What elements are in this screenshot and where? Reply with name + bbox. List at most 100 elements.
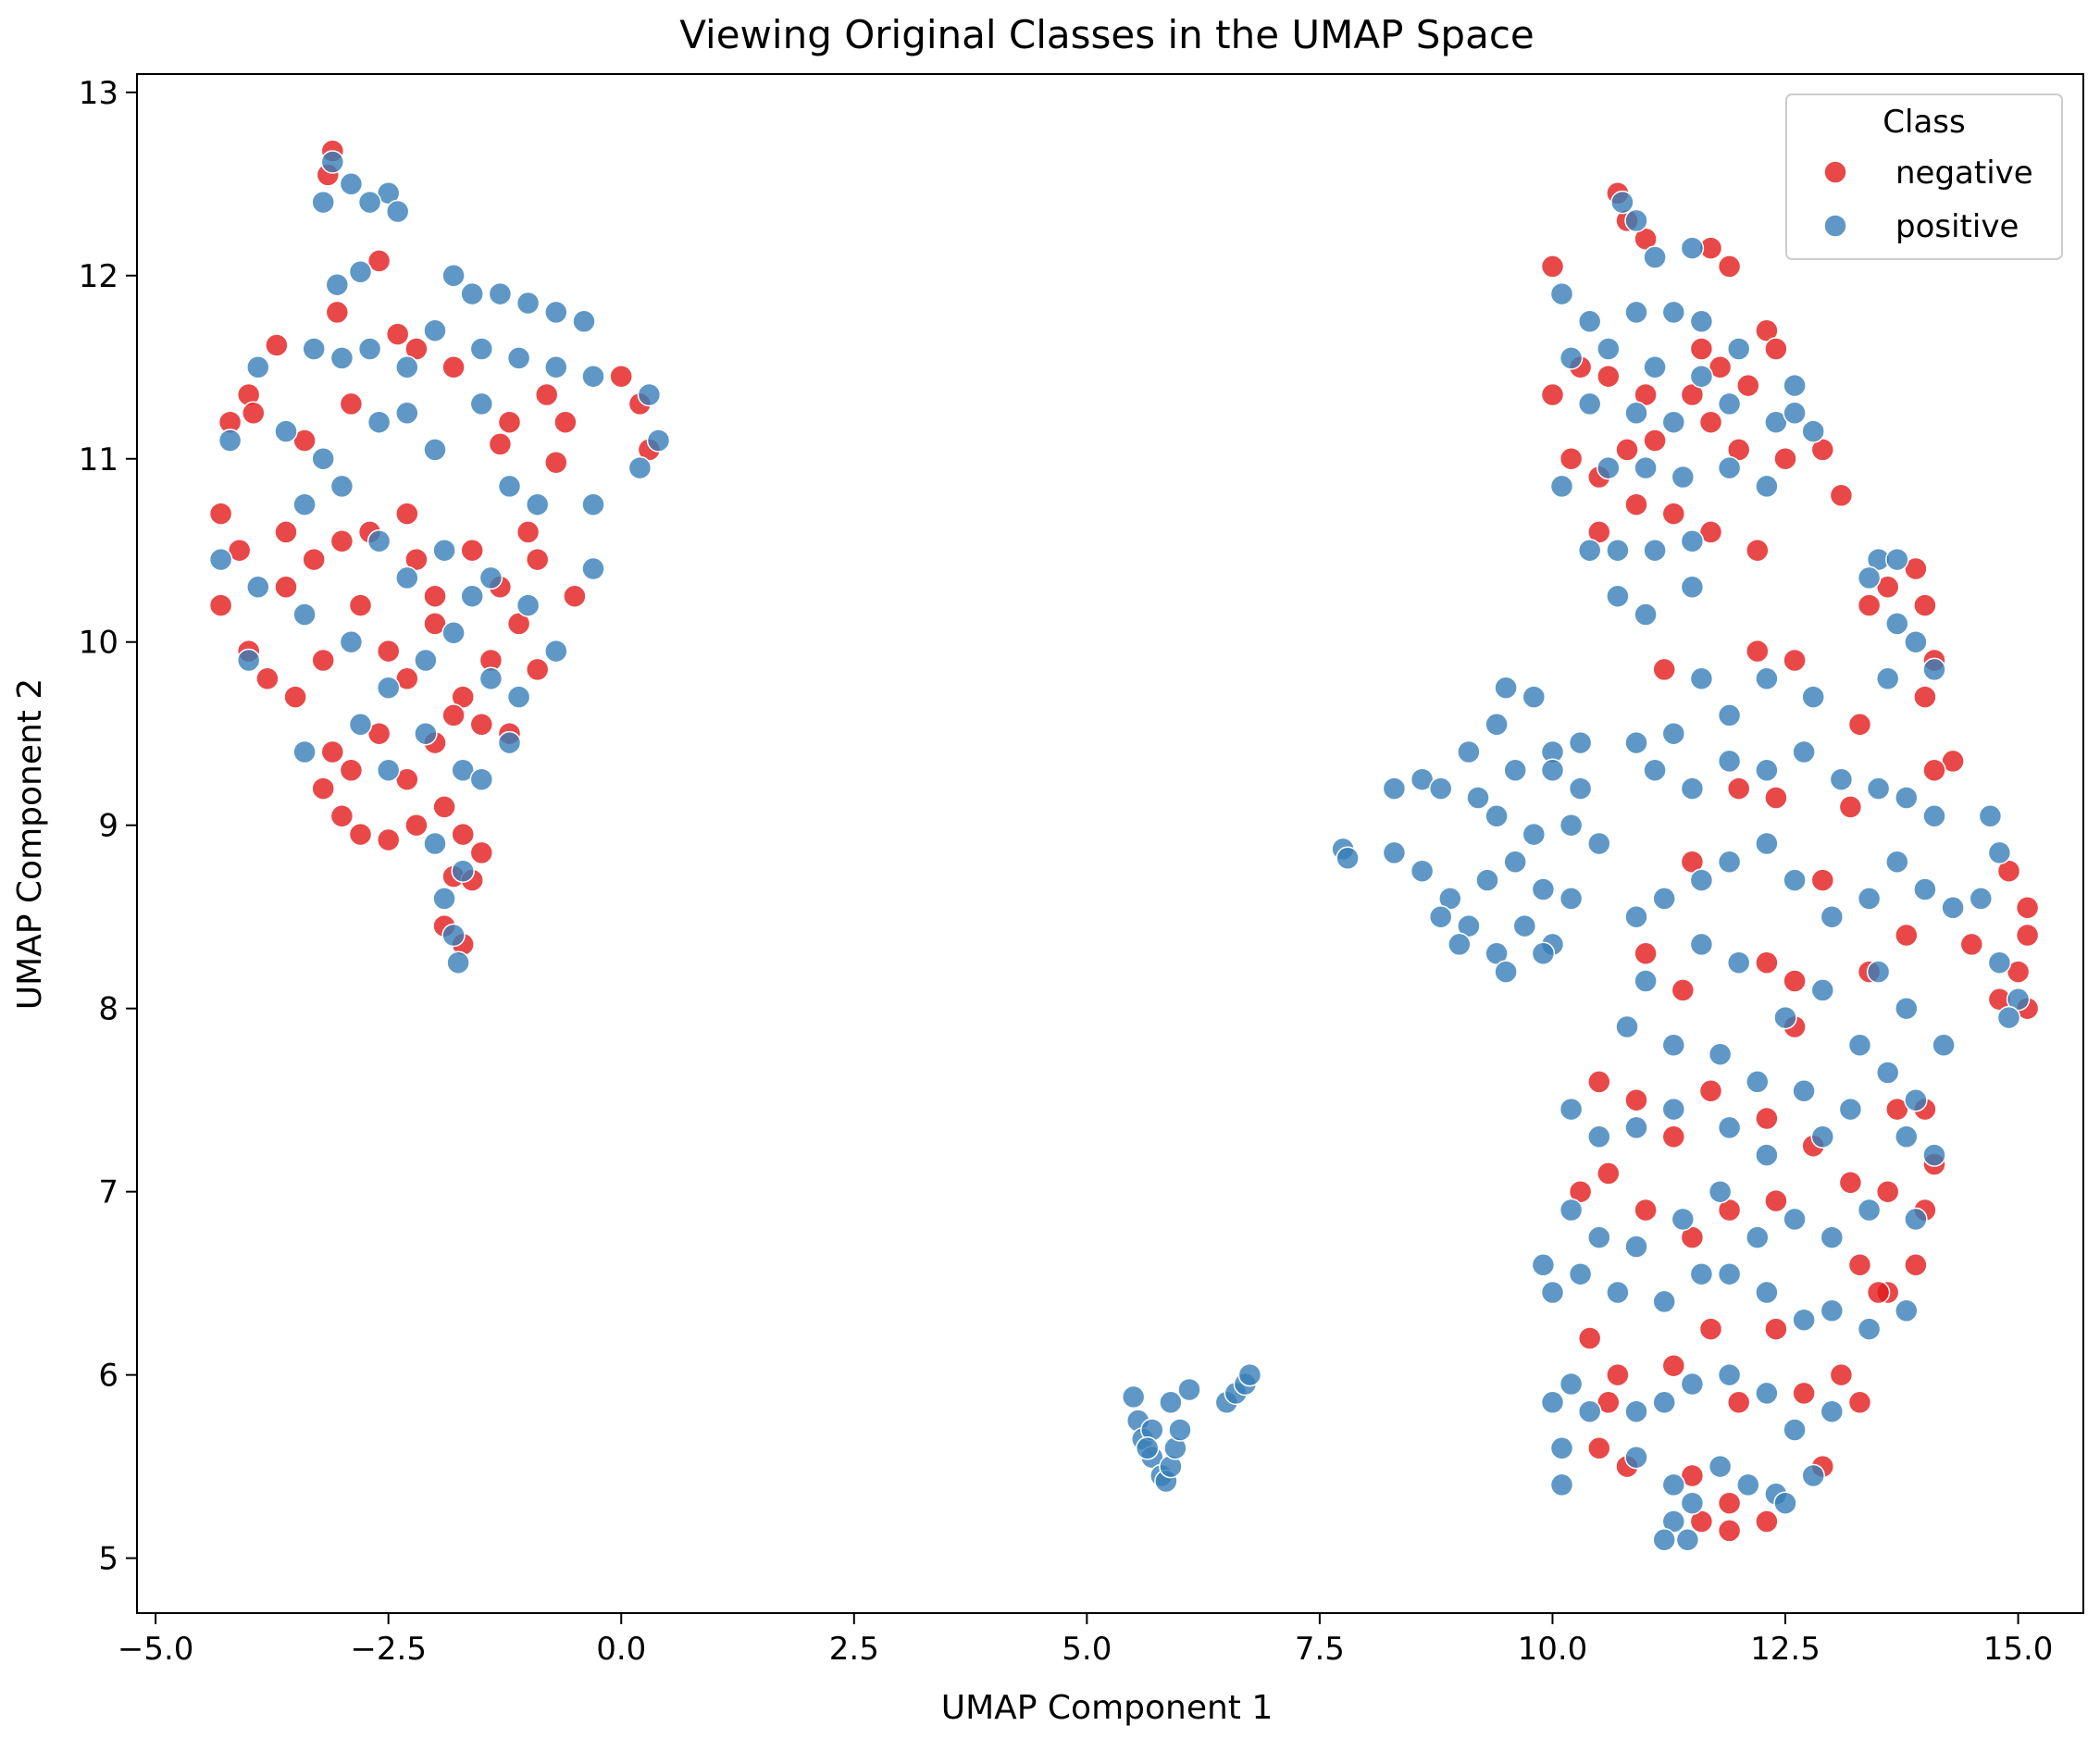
point-positive-76	[1661, 300, 1686, 325]
point-negative-145	[1764, 1188, 1788, 1213]
point-positive-196	[1661, 1097, 1686, 1122]
y-tick-label-2: 7	[98, 1174, 118, 1211]
point-positive-215	[1568, 1261, 1593, 1286]
point-positive-152	[1680, 776, 1705, 801]
point-positive-126	[1466, 786, 1490, 810]
point-positive-53	[441, 621, 466, 645]
point-negative-17	[609, 364, 633, 389]
point-negative-14	[488, 432, 513, 456]
point-negative-93	[1587, 520, 1611, 544]
point-positive-67	[441, 923, 466, 948]
point-positive-130	[1485, 804, 1509, 828]
point-negative-101	[1904, 556, 1928, 581]
point-negative-22	[227, 538, 252, 563]
point-negative-153	[1726, 1390, 1751, 1415]
point-positive-169	[1755, 831, 1779, 856]
point-negative-73	[1717, 255, 1742, 279]
point-positive-138	[1438, 887, 1462, 911]
legend-marker-positive	[1823, 214, 1847, 238]
point-positive-204	[1587, 1225, 1611, 1249]
point-positive-160	[1978, 804, 2003, 828]
x-tick-label-5: 7.5	[1295, 1631, 1345, 1668]
point-positive-148	[1448, 932, 1472, 957]
point-positive-156	[1829, 767, 1854, 791]
point-negative-67	[404, 547, 429, 572]
point-positive-146	[1512, 913, 1537, 938]
point-positive-238	[1661, 1472, 1686, 1497]
point-positive-181	[1773, 1005, 1797, 1030]
point-positive-82	[1726, 337, 1751, 361]
point-positive-28	[311, 446, 335, 471]
point-positive-167	[1820, 904, 1845, 929]
y-tick-label-8: 13	[79, 75, 118, 112]
point-negative-126	[1783, 969, 1807, 993]
point-negative-35	[283, 685, 307, 709]
point-positive-61	[451, 758, 475, 783]
point-positive-14	[246, 355, 270, 379]
point-positive-84	[1577, 391, 1602, 416]
point-positive-139	[1475, 868, 1499, 892]
point-positive-116	[1624, 730, 1648, 755]
point-positive-72	[1680, 236, 1705, 260]
point-positive-94	[1717, 455, 1742, 480]
point-positive-244	[1652, 1528, 1676, 1552]
point-positive-15	[302, 337, 326, 361]
point-negative-55	[329, 804, 354, 828]
point-negative-54	[311, 776, 335, 801]
point-negative-148	[1904, 1253, 1928, 1277]
point-positive-100	[1680, 529, 1705, 553]
point-positive-17	[357, 337, 382, 361]
point-positive-65	[451, 859, 475, 883]
point-positive-92	[1634, 455, 1658, 480]
point-positive-162	[1969, 887, 1994, 911]
point-positive-166	[1857, 887, 1882, 911]
point-positive-8	[441, 264, 466, 288]
point-positive-24	[637, 382, 662, 407]
point-negative-167	[1597, 1390, 1621, 1415]
point-negative-152	[1698, 1317, 1723, 1341]
point-positive-157	[1866, 776, 1891, 801]
point-positive-0	[320, 150, 345, 174]
point-positive-234	[1820, 1399, 1845, 1423]
point-positive-26	[217, 428, 242, 453]
point-negative-111	[1838, 795, 1863, 819]
point-positive-221	[1792, 1308, 1816, 1332]
point-positive-141	[1531, 877, 1556, 901]
point-negative-58	[404, 813, 429, 838]
point-positive-89	[1783, 401, 1807, 426]
point-negative-96	[1698, 520, 1723, 544]
point-positive-13	[572, 309, 596, 334]
point-positive-164	[1913, 877, 1937, 901]
point-positive-151	[1643, 758, 1667, 783]
point-positive-248	[1121, 1385, 1146, 1409]
point-positive-129	[1568, 776, 1593, 801]
x-tick-label-1: −2.5	[350, 1631, 427, 1668]
point-negative-23	[274, 520, 298, 544]
point-positive-29	[367, 410, 391, 434]
point-positive-136	[1382, 840, 1407, 865]
point-negative-110	[1922, 758, 1946, 783]
y-tick-label-4: 9	[98, 808, 118, 845]
x-tick-label-3: 2.5	[829, 1631, 879, 1668]
point-negative-151	[1661, 1353, 1686, 1378]
point-positive-30	[395, 401, 419, 426]
point-positive-83	[1783, 373, 1807, 398]
points-layer	[208, 139, 2040, 1552]
point-negative-56	[348, 822, 373, 847]
point-negative-48	[367, 721, 391, 746]
point-negative-81	[1736, 373, 1760, 398]
point-negative-15	[534, 382, 559, 407]
point-negative-2	[367, 249, 391, 273]
point-negative-8	[292, 428, 317, 453]
point-positive-232	[1755, 1381, 1779, 1406]
legend-box	[1785, 93, 2063, 260]
point-positive-122	[1485, 713, 1509, 737]
point-positive-206	[1671, 1207, 1696, 1232]
point-positive-6	[325, 272, 350, 297]
point-positive-74	[1577, 309, 1602, 334]
point-positive-191	[1875, 1061, 1900, 1085]
point-negative-11	[404, 337, 429, 361]
point-negative-104	[1652, 657, 1676, 682]
point-positive-239	[1708, 1454, 1733, 1479]
point-positive-178	[1895, 996, 1919, 1021]
